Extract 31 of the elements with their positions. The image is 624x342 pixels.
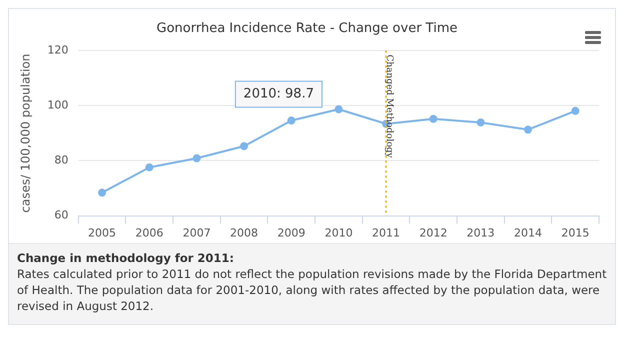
- point: [240, 142, 248, 150]
- y-tick-label: 100: [47, 98, 68, 112]
- y-tick-label: 60: [54, 208, 68, 222]
- x-tick-label: 2007: [182, 226, 211, 240]
- y-axis-title: cases/ 100,000 population: [18, 54, 32, 213]
- y-tick-label: 80: [54, 154, 68, 167]
- x-tick-label: 2015: [561, 226, 590, 240]
- point: [287, 116, 296, 125]
- annotation: 2010: 98.7: [243, 86, 314, 102]
- point: [524, 126, 532, 134]
- x-tick-label: 2012: [419, 226, 448, 240]
- y-tick-label: 120: [47, 43, 68, 56]
- chart-title: Gonorrhea Incidence Rate - Change over Time: [156, 21, 458, 36]
- text: Rates calculated prior to 2011 do not reflect the population revisions made by the Florida Department of Health. The population data for 2001-2010, along with rates affected by the population data, were revised in August 2012.: [17, 266, 607, 314]
- x-tick-label: 2011: [372, 226, 400, 240]
- point: [98, 188, 106, 197]
- point: [476, 118, 485, 126]
- x-tick-label: 2009: [277, 226, 306, 240]
- point: [571, 106, 580, 115]
- x-tick-label: 2014: [514, 226, 542, 240]
- x-tick-label: 2013: [466, 226, 495, 240]
- ref-line-label: Changed Methodology: [384, 54, 394, 159]
- x-tick-label: 2010: [324, 226, 353, 240]
- point: [145, 163, 154, 172]
- point: [429, 114, 438, 123]
- x-tick-label: 2008: [230, 226, 258, 240]
- x-tick-label: 2005: [88, 226, 116, 240]
- x-tick-label: 2006: [135, 226, 164, 240]
- point: [192, 154, 201, 162]
- text: Change in methodology for 2011:: [17, 250, 236, 266]
- point: [334, 105, 343, 114]
